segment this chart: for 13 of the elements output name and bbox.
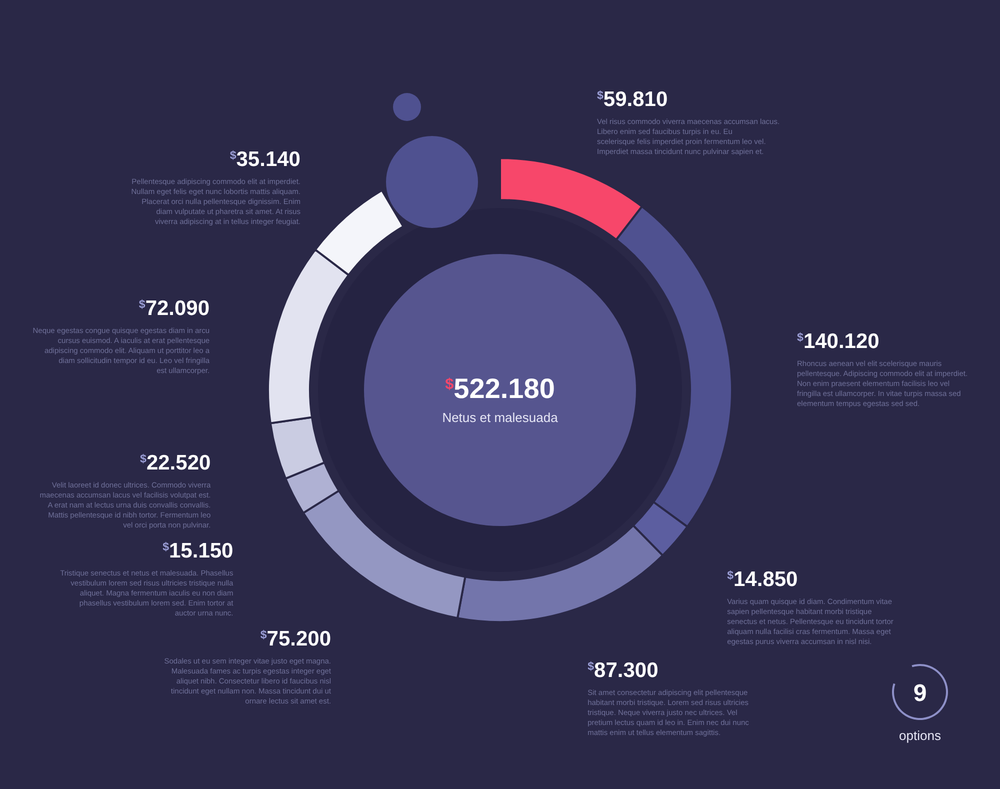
data-label: $^{$}$87.300 [588,658,658,682]
data-label: $^{$}$35.140 [230,148,300,171]
data-label: $^{$}$75.200 [260,627,332,650]
text: Netus et malesuada [442,410,559,425]
data-label: $^{$}$15.150 [162,539,234,562]
data-label: $^{$}$59.810 [597,88,668,112]
data-label: $^{$}$140.120 [797,330,880,353]
text: options [899,728,942,743]
text: 9 [913,680,927,707]
data-label: $^{$}$72.090 [138,296,210,320]
text: $^{$}$522.180 [445,373,555,404]
data-label: $^{$}$14.850 [727,568,798,592]
data-label: $^{$}$22.520 [140,451,211,474]
